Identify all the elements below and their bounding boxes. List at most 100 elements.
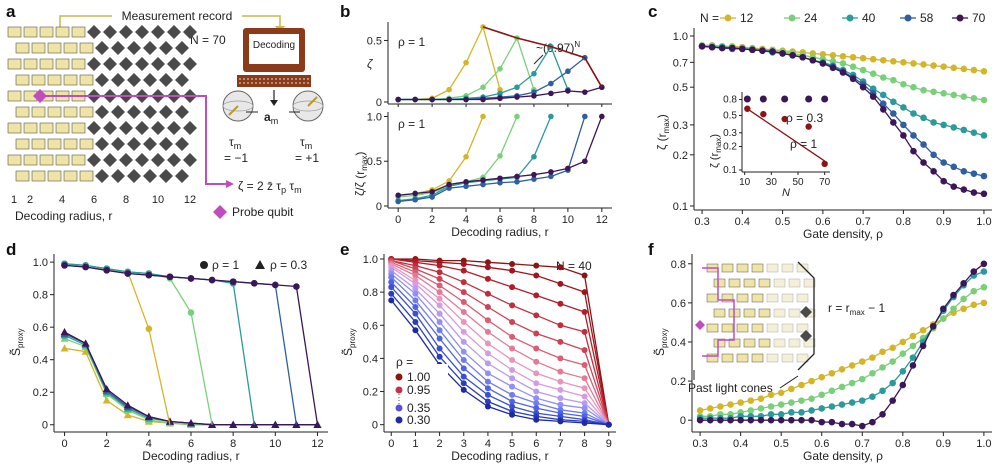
panel-c-series-70-point-3: [728, 44, 736, 52]
panel-f-series-12-point-9: [788, 385, 795, 393]
panel-e-series-3-point-7: [557, 322, 564, 329]
panel-f-series-40-point-19: [889, 379, 896, 387]
probe-arrowhead: [226, 180, 234, 188]
meter-icon: [63, 106, 78, 118]
panel-c-inset-fit: [744, 106, 826, 162]
panel-c-series-70-point-13: [829, 64, 837, 72]
panel-e-series-12: [390, 281, 610, 426]
decoding-box-label: Decoding: [253, 40, 295, 51]
panel-e-series-6-point-2: [436, 289, 443, 296]
panel-c-series-58-point-18: [879, 100, 887, 107]
inset-meter-icon: [721, 353, 734, 363]
panel-f-xtick-label-0: 0.3: [692, 438, 707, 450]
panel-f-series-70-point-18: [879, 411, 886, 418]
panel-b-top-series-58-point-9: [548, 80, 554, 87]
panel-b-bottom-series-70-point-5: [480, 177, 486, 183]
panel-e-series-8-point-6: [533, 380, 540, 387]
qubit-cross-icon: [119, 25, 133, 39]
panel-e-series-10-point-8: [581, 405, 588, 412]
panel-c-ytick-label-0: 0.1: [673, 201, 688, 213]
panel-f-series-24-point-17: [869, 369, 876, 377]
panel-c-series-70-point-7: [769, 48, 776, 55]
panel-b-bottom-xtick-label-0: 0: [395, 214, 401, 226]
panel-f-ytick-label-1: 0.2: [671, 376, 686, 388]
meter-icon: [79, 170, 94, 182]
radius-tick-12: 12: [184, 194, 196, 206]
panel-e-series-15: [390, 299, 609, 426]
panel-f-series-70-point-26: [960, 280, 967, 287]
panel-e-series-11-point-4: [484, 378, 491, 385]
panel-e-series-13-point-0: [388, 284, 395, 291]
panel-e-series-11-point-3: [460, 357, 467, 364]
inset-meter-icon: [743, 308, 756, 318]
meter-icon: [31, 170, 46, 182]
panel-e-series-10-point-1: [412, 290, 419, 297]
panel-d-rho1-series-24-point-6: [187, 309, 195, 316]
panel-c-series-40-point-20: [900, 104, 907, 111]
inset-meter-icon: [751, 323, 764, 333]
panel-b-bottom-series-70-point-11: [582, 158, 588, 165]
qubit-cross-icon: [95, 137, 109, 151]
meter-icon: [55, 154, 70, 166]
panel-e-series-9-point-3: [460, 338, 467, 345]
inset-meter-icon: [758, 308, 771, 318]
panel-f-series-12-point-13: [828, 369, 836, 377]
inset-cross-icon-2: [800, 330, 812, 342]
panel-e-series-6-point-1: [412, 272, 419, 279]
panel-e-series-14-point-0: [388, 290, 395, 297]
meter-icon: [63, 74, 78, 86]
qubit-cross-icon: [103, 153, 117, 167]
panel-c-legend-label-24: 24: [804, 11, 818, 25]
panel-c-series-40-point-25: [950, 124, 958, 131]
panel-f-series-12-point-15: [848, 362, 856, 369]
qubit-cross-icon: [119, 121, 133, 135]
panel-f-series-70-point-5: [747, 416, 755, 424]
meter-icon: [15, 170, 30, 182]
inset-meter-faded-icon: [773, 278, 786, 288]
panel-f-series-70-point-24: [940, 305, 947, 313]
panel-c-series-70-point-20: [900, 132, 907, 139]
panel-b-bottom-series-58-point-0: [395, 198, 401, 205]
panel-f-series-12-point-5: [747, 397, 755, 404]
qubit-cross-icon: [119, 153, 133, 167]
qubit-cross-icon: [111, 105, 125, 119]
panel-b-top-series-70-point-11: [582, 89, 588, 95]
panel-e-series-15-point-8: [581, 420, 588, 427]
inset-meter-faded-icon: [773, 308, 786, 318]
panel-b-bottom-series-70-point-9: [548, 169, 554, 175]
panel-e-series-8-point-3: [460, 328, 467, 335]
meter-icon: [63, 138, 78, 150]
panel-c-series-12-point-12: [819, 51, 827, 58]
panel-c-inset-rho03-point-0: [743, 95, 751, 103]
meter-icon: [15, 42, 30, 54]
panel-c-series-70-point-4: [739, 45, 746, 53]
panel-e-series-8-point-1: [412, 280, 419, 287]
panel-c-legend-label-40: 40: [862, 11, 876, 25]
panel-a: a Measurement record N = 70 Decoding am: [6, 2, 324, 223]
qubit-cross-icon: [111, 73, 125, 87]
panel-e-series-12-point-5: [509, 398, 516, 405]
panel-d-rho1-series-70-point-3: [124, 270, 132, 277]
meter-icon: [47, 170, 62, 182]
panel-f-ytick-label-4: 0.8: [671, 259, 686, 271]
n-label: N = 70: [190, 33, 226, 47]
panel-f-xtick-label-6: 0.9: [936, 438, 951, 450]
panel-f-ylabel: S̃proxy: [652, 328, 669, 356]
meter-icon: [63, 170, 78, 182]
radius-tick-labels: 1 2 4 6 8 10 12: [11, 194, 196, 206]
meter-icon: [79, 106, 94, 118]
panel-e-series-4-point-8: [581, 347, 588, 354]
panel-c-ytick-label-1: 0.2: [673, 150, 688, 162]
panel-b-bottom-series-58-point-11: [582, 113, 588, 120]
panel-d-rho1-series-40: [64, 263, 255, 425]
panel-f-series-70-point-16: [858, 422, 866, 430]
meter-icon: [79, 74, 94, 86]
panel-c-series-40-point-22: [920, 114, 927, 122]
panel-c-series-24-point-25: [950, 91, 958, 99]
qubit-cross-icon: [167, 153, 181, 167]
panel-f-series-70-point-20: [899, 381, 907, 389]
radius-tick-10: 10: [152, 194, 164, 206]
panel-f-series-12-point-2: [717, 403, 724, 410]
meter-icon: [39, 58, 54, 70]
